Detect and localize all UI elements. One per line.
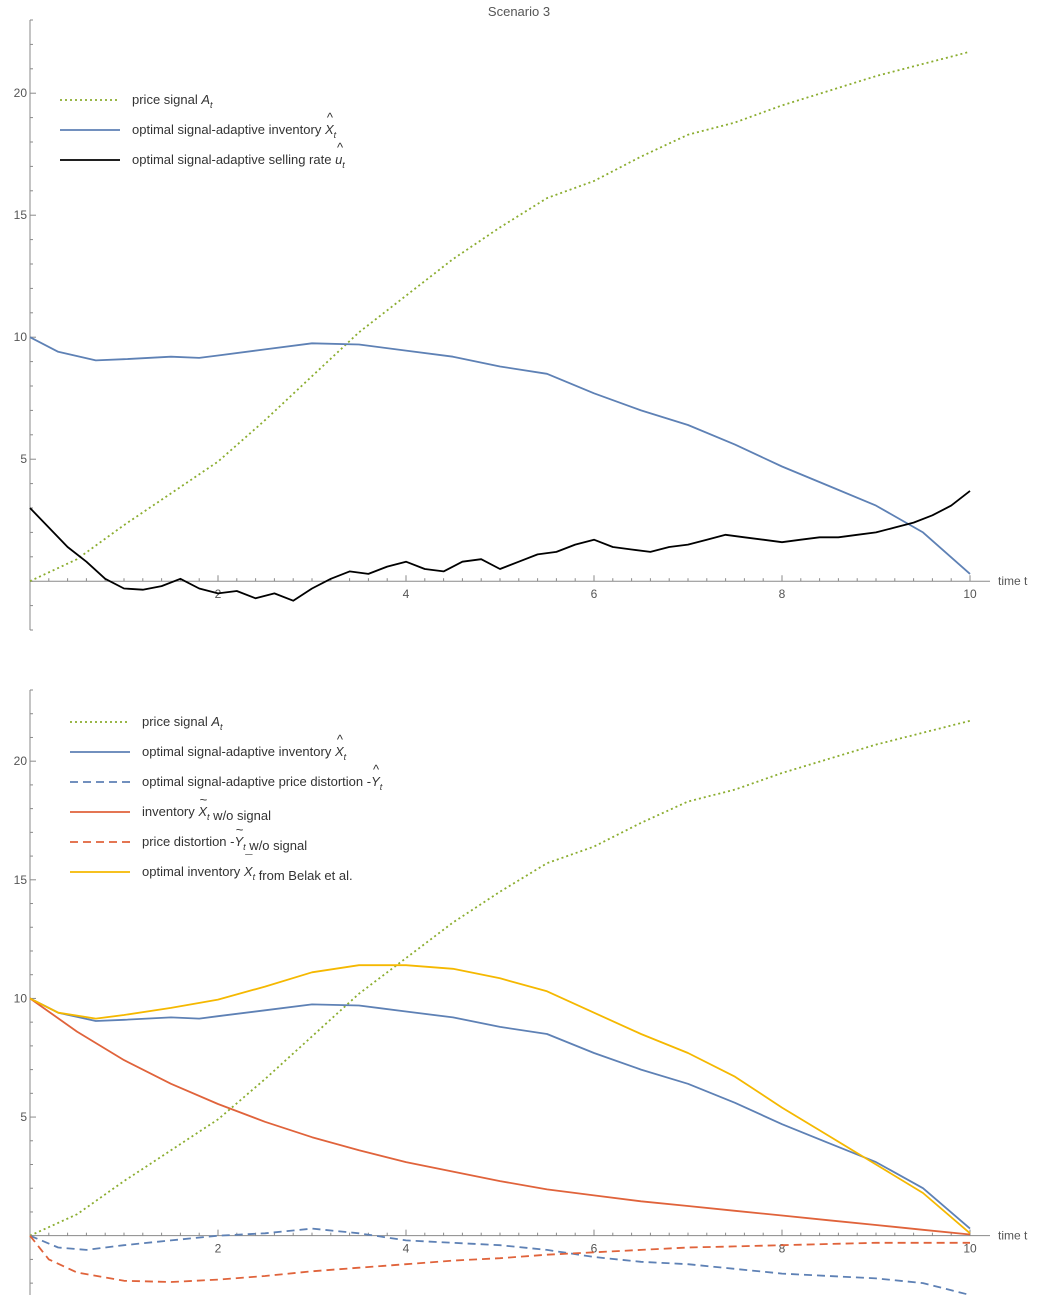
legend-diacritic: ~ [236, 822, 244, 837]
legend-diacritic: ¯ [244, 852, 253, 867]
figure-title: Scenario 3 [488, 4, 550, 19]
y-tick-label: 5 [20, 1110, 27, 1124]
legend-entry: optimal signal-adaptive inventory Xt [132, 122, 337, 140]
y-tick-label: 15 [14, 873, 28, 887]
x-tick-label: 6 [591, 587, 598, 601]
legend-entry: optimal signal-adaptive inventory Xt [142, 744, 347, 762]
x-tick-label: 8 [779, 587, 786, 601]
legend-entry: price distortion -Yt w/o signal [142, 834, 307, 853]
x-tick-label: 10 [963, 587, 977, 601]
legend-entry: optimal signal-adaptive selling rate ut [132, 152, 345, 170]
legend-diacritic: ~ [200, 792, 208, 807]
legend-entry: optimal inventory Xt from Belak et al. [142, 864, 353, 883]
legend-diacritic: ^ [327, 110, 334, 125]
legend-entry: price signal At [132, 92, 213, 110]
x-tick-label: 10 [963, 1242, 977, 1256]
x-tick-label: 8 [779, 1242, 786, 1256]
x-tick-label: 6 [591, 1242, 598, 1256]
x-tick-label: 4 [403, 1242, 410, 1256]
chart-panel-bottom: 5 10 15 20 2 4 6 8 10 time t price signal At optima… [14, 689, 1028, 1296]
y-tick-label: 20 [14, 754, 28, 768]
series-line-3 [29, 997, 971, 1236]
legend-entry: optimal signal-adaptive price distortion… [142, 774, 383, 792]
series-line-0 [29, 50, 971, 583]
series-line-4 [29, 1235, 970, 1283]
x-tick-label: 2 [215, 1242, 222, 1256]
series-line-2 [29, 1227, 971, 1296]
legend-diacritic: ^ [337, 732, 344, 747]
legend-entry: inventory Xt w/o signal [142, 804, 271, 823]
series-line-5 [29, 964, 971, 1234]
series-line-1 [29, 997, 971, 1230]
x-axis-label: time t [998, 574, 1028, 588]
x-axis-label: time t [998, 1229, 1028, 1243]
legend-diacritic: ^ [373, 762, 380, 777]
series-line-1 [29, 336, 971, 575]
legend-entry: price signal At [142, 714, 223, 732]
y-tick-label: 10 [14, 991, 28, 1005]
y-tick-label: 20 [14, 86, 28, 100]
y-tick-label: 5 [20, 452, 27, 466]
x-tick-label: 4 [403, 587, 410, 601]
legend-diacritic: ^ [337, 140, 344, 155]
y-tick-label: 10 [14, 330, 28, 344]
series-line-2 [29, 490, 971, 602]
y-tick-label: 15 [14, 208, 28, 222]
